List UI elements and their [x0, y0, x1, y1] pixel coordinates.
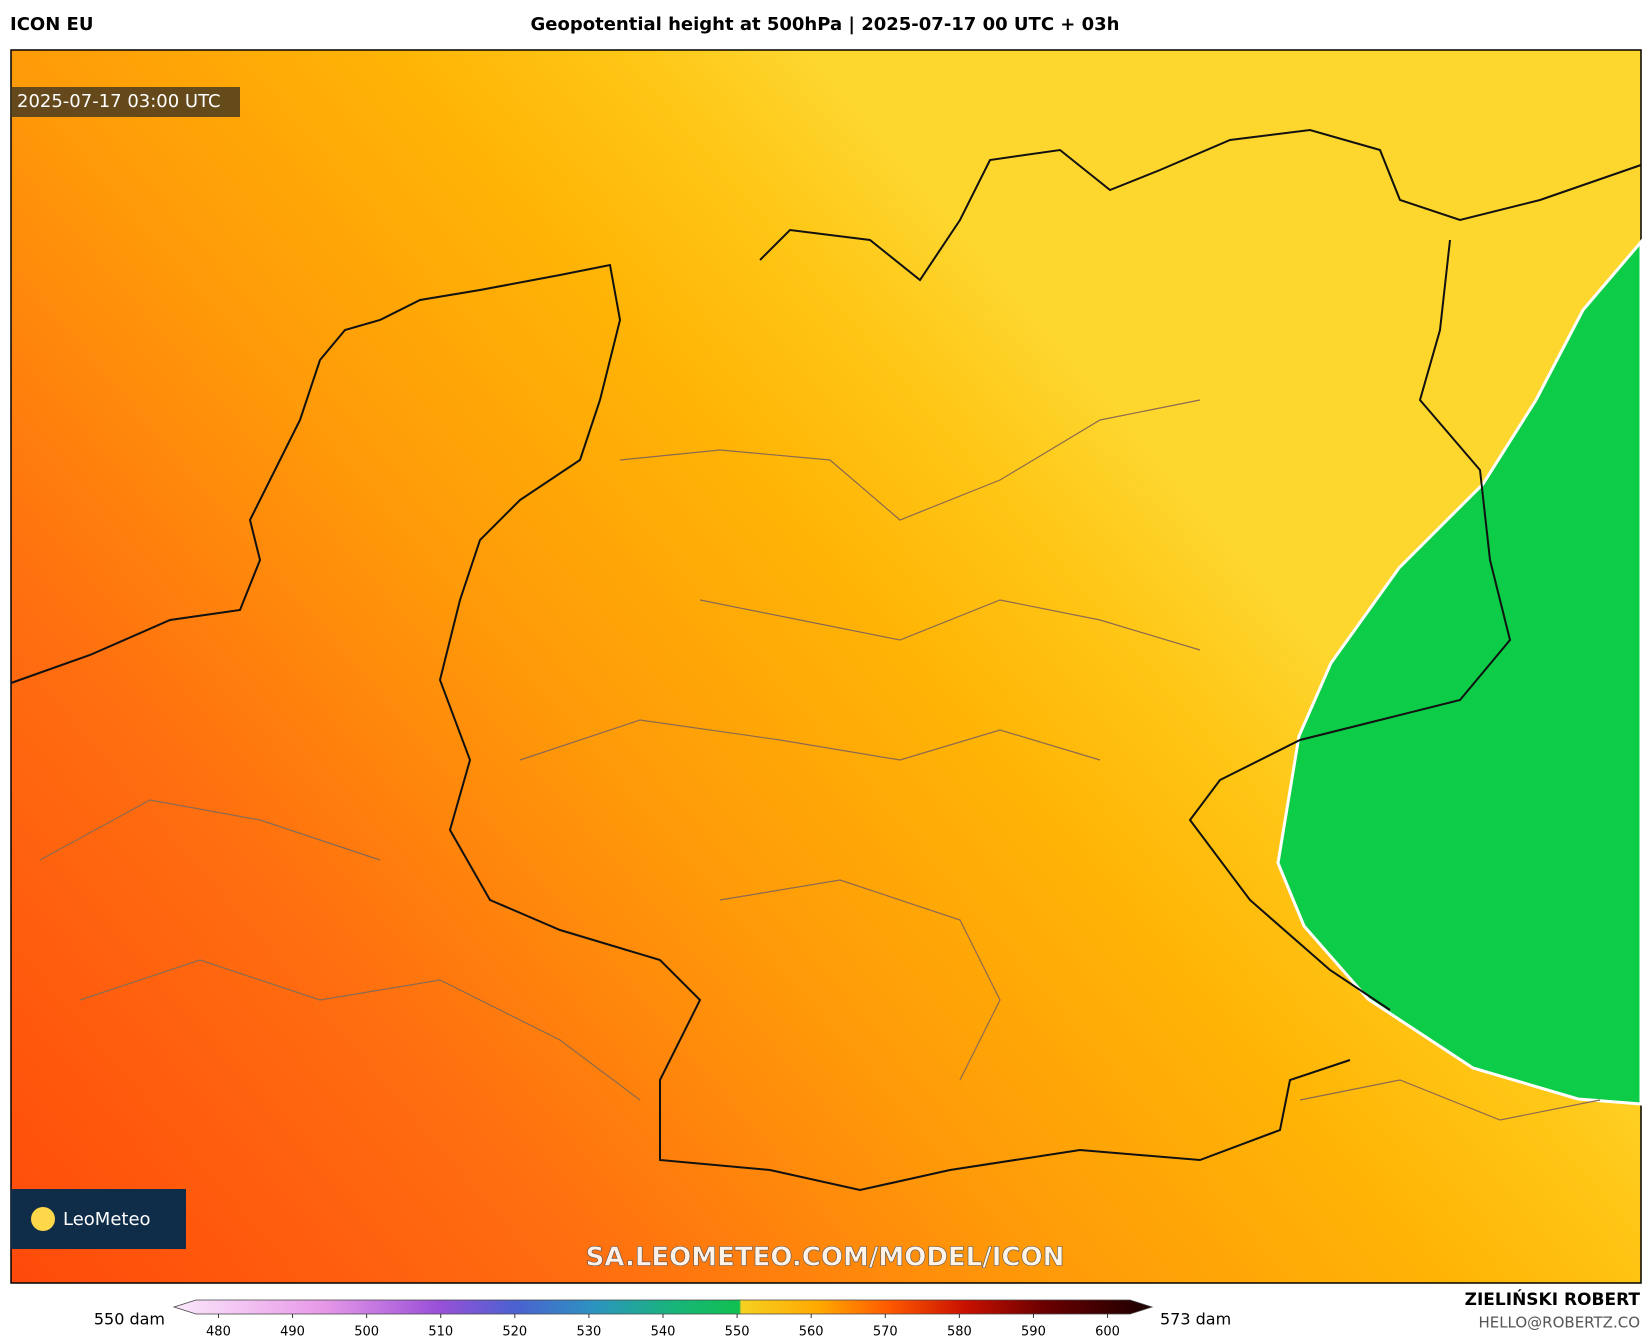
colorbar-tick-label: 600 [1095, 1325, 1120, 1339]
colorbar-tick-label: 590 [1021, 1325, 1046, 1339]
timestamp-box [11, 87, 240, 117]
author: ZIELIŃSKI ROBERT [1465, 1288, 1641, 1310]
logo-text: LeoMeteo [63, 1209, 151, 1230]
watermark: SA.LEOMETEO.COM/MODEL/ICON [586, 1243, 1065, 1273]
colorbar-tick-label: 560 [799, 1325, 824, 1339]
map: 2025-07-17 03:00 UTC LeoMeteo SA.LEOMETE… [10, 49, 1643, 1284]
coastline [759, 128, 1642, 282]
colorbar: 550 dam 573 dam 480 490 500 510 520 530 540 550… [94, 1299, 1231, 1339]
colorbar-tick-label: 500 [354, 1325, 379, 1339]
timestamp: 2025-07-17 03:00 UTC [17, 91, 221, 112]
logo-sun [31, 1207, 55, 1231]
min-label: 550 dam [94, 1310, 165, 1329]
map-title: Geopotential height at 500hPa | 2025-07-… [530, 14, 1119, 35]
colorbar-bar [172, 1299, 1154, 1315]
model-name: ICON EU [10, 14, 93, 35]
max-label: 573 dam [1160, 1310, 1231, 1329]
colorbar-tick-label: 510 [428, 1325, 453, 1339]
colorbar-tick-label: 550 [725, 1325, 750, 1339]
national-border [1188, 239, 1512, 1011]
colorbar-tick-label: 580 [947, 1325, 972, 1339]
colorbar-tick-label: 520 [502, 1325, 527, 1339]
contour-area [1276, 237, 1643, 1106]
colorbar-tick-label: 540 [651, 1325, 676, 1339]
colorbar-tick-label: 530 [576, 1325, 601, 1339]
colorbar-tick-label: 570 [873, 1325, 898, 1339]
colorbar-tick-label: 480 [206, 1325, 231, 1339]
coastline [10, 263, 1351, 1192]
admin-borders [39, 399, 1601, 1121]
email: HELLO@ROBERTZ.CO [1478, 1314, 1640, 1332]
colorbar-tick-label: 490 [280, 1325, 305, 1339]
